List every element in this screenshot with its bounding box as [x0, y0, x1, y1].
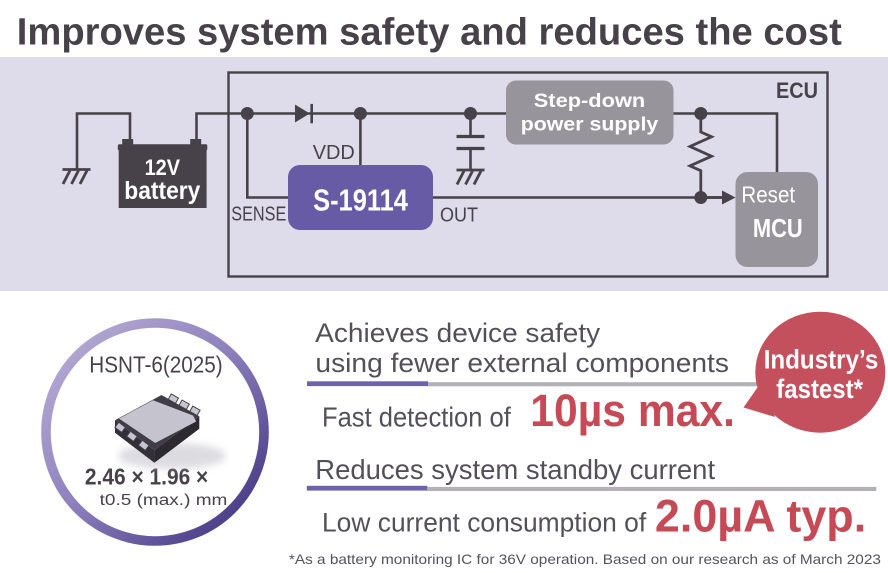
svg-text:Reset: Reset [741, 181, 795, 207]
svg-text:using fewer external component: using fewer external components [315, 348, 729, 378]
svg-text:10µs max.: 10µs max. [530, 385, 735, 436]
svg-text:2.0µA typ.: 2.0µA typ. [655, 491, 866, 542]
svg-text:OUT: OUT [440, 204, 478, 226]
svg-text:*As a battery monitoring IC fo: *As a battery monitoring IC for 36V oper… [289, 551, 881, 567]
svg-text:fastest*: fastest* [776, 374, 863, 404]
svg-text:Industry’s: Industry’s [764, 344, 879, 374]
svg-text:MCU: MCU [753, 213, 803, 243]
svg-text:Achieves device safety: Achieves device safety [315, 318, 601, 348]
svg-text:SENSE: SENSE [231, 204, 286, 226]
svg-text:Reduces system standby current: Reduces system standby current [315, 454, 715, 485]
svg-text:Low current consumption of: Low current consumption of [322, 508, 647, 538]
svg-text:power supply: power supply [521, 115, 659, 136]
svg-text:Fast detection of: Fast detection of [322, 401, 511, 432]
svg-text:VDD: VDD [313, 142, 355, 164]
svg-text:t0.5 (max.) mm: t0.5 (max.) mm [100, 492, 228, 509]
svg-text:12V: 12V [145, 155, 181, 180]
svg-text:HSNT-6(2025): HSNT-6(2025) [89, 352, 222, 378]
svg-text:battery: battery [124, 177, 200, 205]
svg-text:ECU: ECU [776, 78, 818, 103]
svg-text:Improves system safety and red: Improves system safety and reduces the c… [17, 11, 842, 53]
svg-text:Step-down: Step-down [534, 91, 646, 112]
svg-text:S-19114: S-19114 [313, 183, 408, 218]
